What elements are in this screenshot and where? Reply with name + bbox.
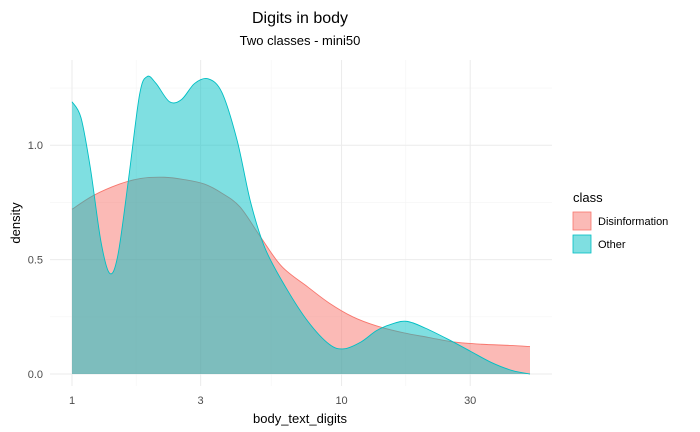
y-axis-ticks: 0.0 0.5 1.0	[28, 140, 43, 381]
x-axis-ticks: 1 3 10 30	[69, 395, 476, 407]
x-axis-title: body_text_digits	[253, 411, 347, 426]
x-tick-label: 10	[335, 395, 347, 407]
legend: class Disinformation Other	[572, 190, 668, 254]
legend-title: class	[573, 190, 603, 205]
legend-items: Disinformation Other	[572, 211, 668, 254]
legend-label-other: Other	[598, 239, 626, 251]
density-areas	[71, 75, 531, 375]
legend-key-disinformation	[572, 211, 592, 231]
density-area-other	[72, 76, 530, 375]
y-axis-title: density	[8, 202, 23, 244]
chart-subtitle: Two classes - mini50	[240, 33, 361, 48]
chart-title: Digits in body	[252, 10, 348, 27]
legend-key-other	[572, 234, 592, 254]
density-line-other	[71, 75, 531, 375]
y-tick-label: 0.0	[28, 369, 43, 381]
legend-label-disinformation: Disinformation	[598, 216, 668, 228]
y-tick-label: 0.5	[28, 255, 43, 267]
x-tick-label: 1	[69, 395, 75, 407]
x-tick-label: 30	[464, 395, 476, 407]
y-tick-label: 1.0	[28, 140, 43, 152]
x-tick-label: 3	[198, 395, 204, 407]
